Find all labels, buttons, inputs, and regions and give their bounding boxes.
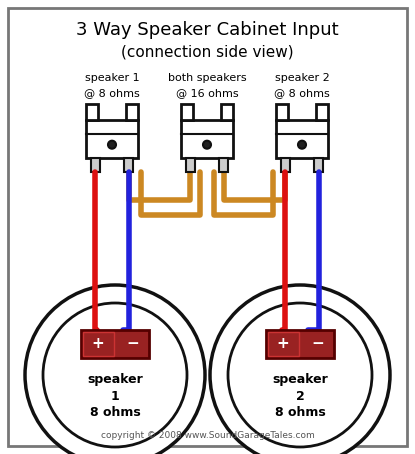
Bar (126, 104, 138, 120)
Bar (314, 158, 323, 172)
Text: 1: 1 (111, 390, 120, 404)
Bar (281, 158, 290, 172)
Circle shape (25, 285, 205, 454)
Text: +: + (91, 336, 104, 351)
Bar (124, 158, 133, 172)
Text: @ 16 ohms: @ 16 ohms (176, 88, 238, 98)
Text: speaker 2: speaker 2 (275, 73, 330, 83)
Bar (219, 158, 228, 172)
Bar (266, 330, 334, 358)
Bar (81, 330, 149, 358)
Text: copyright © 2008 www.SoundGarageTales.com: copyright © 2008 www.SoundGarageTales.co… (100, 431, 315, 440)
Bar (276, 120, 328, 158)
Text: speaker: speaker (272, 374, 328, 386)
Circle shape (228, 303, 372, 447)
Text: −: − (311, 336, 324, 351)
Bar (268, 332, 299, 356)
Text: speaker: speaker (87, 374, 143, 386)
Bar (276, 104, 288, 120)
Text: @ 8 ohms: @ 8 ohms (274, 88, 330, 98)
Bar (86, 120, 138, 158)
Circle shape (43, 303, 187, 447)
Text: −: − (126, 336, 139, 351)
Circle shape (203, 141, 211, 149)
Bar (221, 104, 233, 120)
Bar (86, 104, 98, 120)
Text: 3 Way Speaker Cabinet Input: 3 Way Speaker Cabinet Input (76, 21, 339, 39)
Text: +: + (276, 336, 289, 351)
Circle shape (108, 141, 116, 149)
Bar (91, 158, 100, 172)
Circle shape (298, 141, 306, 149)
Bar (83, 332, 114, 356)
Text: 8 ohms: 8 ohms (275, 406, 325, 419)
Text: both speakers: both speakers (168, 73, 247, 83)
Bar (316, 104, 328, 120)
Bar (181, 120, 233, 158)
Text: (connection side view): (connection side view) (121, 44, 294, 59)
Text: 8 ohms: 8 ohms (90, 406, 140, 419)
Text: @ 8 ohms: @ 8 ohms (84, 88, 140, 98)
Text: 2: 2 (295, 390, 304, 404)
Text: speaker 1: speaker 1 (85, 73, 139, 83)
Circle shape (210, 285, 390, 454)
Bar (186, 158, 195, 172)
Bar (181, 104, 193, 120)
